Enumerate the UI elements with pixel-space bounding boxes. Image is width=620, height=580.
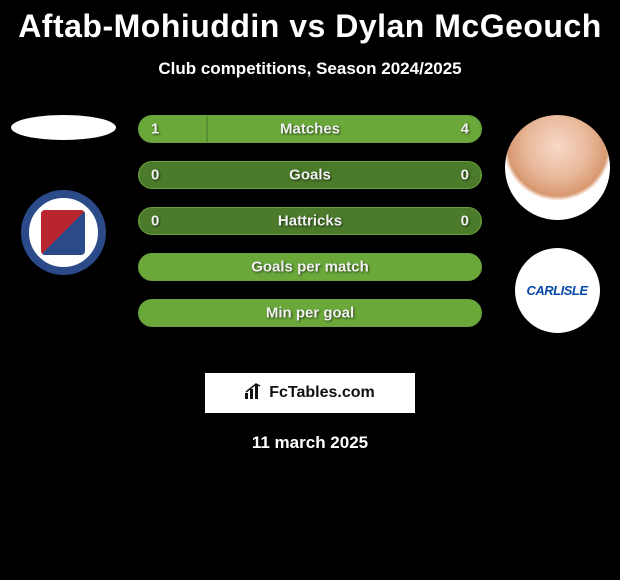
stat-label: Hattricks	[139, 213, 481, 230]
stat-row: Goals0 0	[138, 161, 482, 189]
comparison-subtitle: Club competitions, Season 2024/2025	[0, 59, 620, 79]
comparison-date: 11 march 2025	[0, 433, 620, 453]
comparison-title: Aftab-Mohiuddin vs Dylan McGeouch	[0, 0, 620, 45]
right-club-logo: CARLISLE	[515, 248, 600, 333]
stat-bars: Matches14Goals00Hattricks00Goals per mat…	[138, 115, 482, 327]
stat-row: Min per goal	[138, 299, 482, 327]
chart-icon	[245, 383, 265, 404]
left-player-column	[8, 115, 118, 275]
left-player-photo	[11, 115, 116, 140]
attribution-text: FcTables.com	[269, 384, 375, 402]
stat-label: Goals	[139, 167, 481, 184]
stat-value-right: 4	[461, 121, 469, 138]
stat-row: Goals per match	[138, 253, 482, 281]
right-player-column: CARLISLE	[502, 115, 612, 333]
stat-row: Matches1 4	[138, 115, 482, 143]
stat-row: Hattricks0 0	[138, 207, 482, 235]
left-club-logo	[21, 190, 106, 275]
stat-value-left: 1	[151, 121, 159, 138]
stat-value-right: 0	[461, 167, 469, 184]
stat-value-left: 0	[151, 167, 159, 184]
stat-label: Matches	[139, 121, 481, 138]
attribution-badge: FcTables.com	[205, 373, 415, 413]
comparison-content: CARLISLE Matches14Goals00Hattricks00Goal…	[0, 115, 620, 355]
right-player-photo	[505, 115, 610, 220]
stat-label: Goals per match	[139, 259, 481, 276]
stat-label: Min per goal	[139, 305, 481, 322]
carlisle-logo-text: CARLISLE	[527, 283, 588, 298]
stat-value-right: 0	[461, 213, 469, 230]
stat-value-left: 0	[151, 213, 159, 230]
